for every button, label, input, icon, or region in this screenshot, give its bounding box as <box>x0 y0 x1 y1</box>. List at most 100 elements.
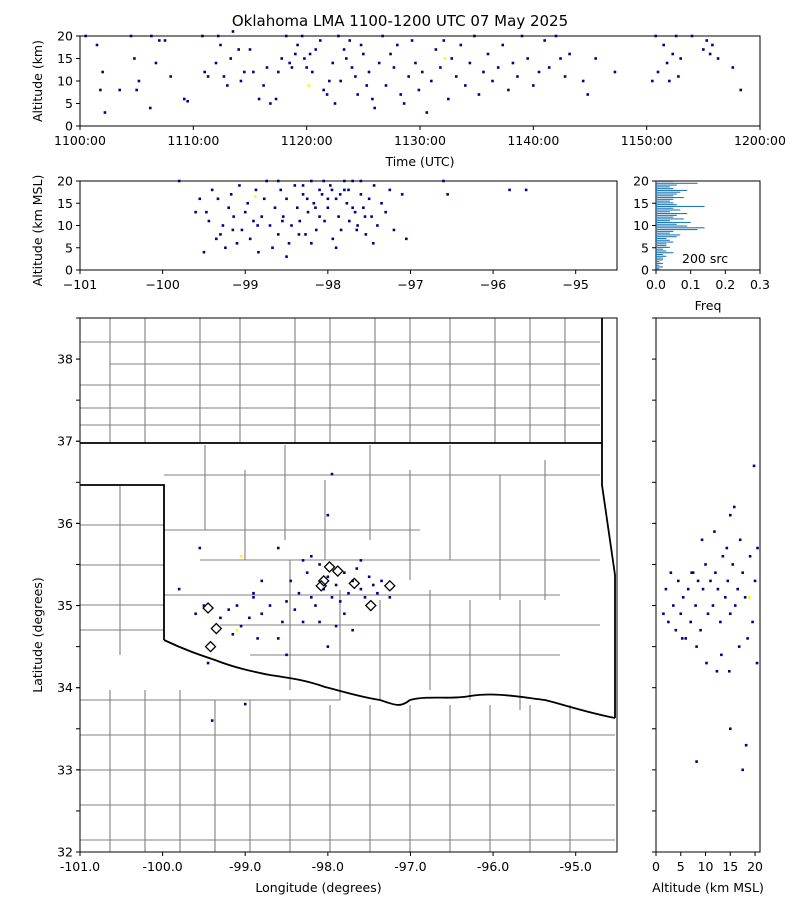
histogram-bar <box>656 198 674 200</box>
source-point <box>741 571 744 574</box>
source-point <box>741 768 744 772</box>
source-point <box>356 224 359 227</box>
x-tick-label: 0.2 <box>715 277 735 292</box>
y-axis-label: Altitude (km) <box>30 40 45 122</box>
source-point <box>674 34 678 38</box>
source-point <box>664 587 668 591</box>
source-point <box>285 653 288 657</box>
source-point <box>276 546 280 550</box>
source-point <box>231 30 235 33</box>
x-tick-label: −98 <box>315 277 341 292</box>
source-point <box>686 587 690 591</box>
source-point <box>243 702 247 706</box>
lma-station-marker <box>315 579 328 592</box>
source-point <box>354 75 357 78</box>
source-point <box>388 596 392 599</box>
y-tick-label: 34 <box>57 680 73 695</box>
source-point <box>103 111 107 114</box>
source-point <box>318 620 321 624</box>
figure-title: Oklahoma LMA 1100-1200 UTC 07 May 2025 <box>231 12 569 30</box>
histogram-bar <box>656 259 663 261</box>
histogram-bar <box>656 221 691 224</box>
source-point <box>677 75 680 78</box>
source-point <box>732 505 736 509</box>
source-point <box>373 106 376 110</box>
source-point <box>668 79 671 83</box>
source-point <box>392 66 396 69</box>
source-point <box>310 179 313 183</box>
source-point <box>219 616 222 620</box>
source-point <box>268 604 272 607</box>
histogram-bar <box>656 189 688 191</box>
y-tick-label: 35 <box>57 598 73 613</box>
plot-frame <box>79 317 618 853</box>
source-point <box>339 79 342 83</box>
source-point <box>359 43 363 47</box>
source-point <box>215 237 218 241</box>
source-point <box>370 215 373 218</box>
source-point <box>330 472 334 476</box>
source-point <box>325 93 329 96</box>
x-tick-label: 1150:00 <box>621 133 673 148</box>
source-point <box>681 596 685 599</box>
x-tick-label: 10 <box>698 859 714 874</box>
height-latitude-panel: 0 5 10 15 20 Altitude (km MSL) <box>652 317 764 895</box>
source-point <box>252 591 255 595</box>
source-point <box>269 102 272 105</box>
source-point <box>656 70 660 74</box>
source-point-highlight <box>253 195 257 198</box>
source-point <box>613 70 617 74</box>
source-point <box>345 201 349 205</box>
source-point <box>719 620 722 624</box>
source-point <box>726 579 730 583</box>
source-point <box>314 206 317 209</box>
source-point <box>689 620 692 624</box>
x-tick-label: -96.0 <box>477 859 509 874</box>
source-point <box>262 84 265 87</box>
histogram-bar <box>656 181 674 183</box>
source-point <box>731 563 735 566</box>
histogram-bar <box>656 216 674 218</box>
source-point <box>746 637 749 640</box>
source-point <box>169 75 172 78</box>
source-point <box>330 188 334 192</box>
source-point <box>118 88 121 92</box>
source-point <box>477 93 481 96</box>
source-point <box>300 34 304 38</box>
source-point <box>367 575 371 579</box>
source-point <box>716 587 720 591</box>
source-point <box>231 228 235 232</box>
source-point <box>520 34 524 38</box>
source-point <box>216 197 220 201</box>
source-point <box>210 719 214 722</box>
x-axis-label: Time (UTC) <box>384 154 454 169</box>
source-point <box>700 538 704 542</box>
source-point <box>376 224 379 227</box>
source-point <box>239 624 243 628</box>
source-point <box>701 587 705 591</box>
source-point <box>713 530 716 533</box>
source-point <box>248 48 252 51</box>
source-point <box>338 600 342 603</box>
histogram-bar <box>656 253 663 256</box>
source-point <box>679 57 682 60</box>
y-tick-label: 5 <box>641 240 649 255</box>
x-tick-label: 1110:00 <box>167 133 219 148</box>
source-point <box>129 34 133 38</box>
source-point <box>691 571 695 574</box>
source-point <box>293 608 297 611</box>
source-point <box>425 111 429 114</box>
source-point <box>380 579 383 583</box>
lma-station-marker <box>364 599 377 612</box>
lma-station-marker <box>202 602 214 614</box>
source-point <box>696 579 700 583</box>
source-point <box>281 219 284 223</box>
source-point <box>367 70 371 74</box>
source-point <box>343 612 346 616</box>
x-tick-label: −95 <box>562 277 588 292</box>
source-point <box>690 34 694 38</box>
source-point <box>194 210 197 214</box>
source-point <box>290 66 294 69</box>
source-point <box>679 612 683 616</box>
x-tick-label: 0.0 <box>646 277 666 292</box>
